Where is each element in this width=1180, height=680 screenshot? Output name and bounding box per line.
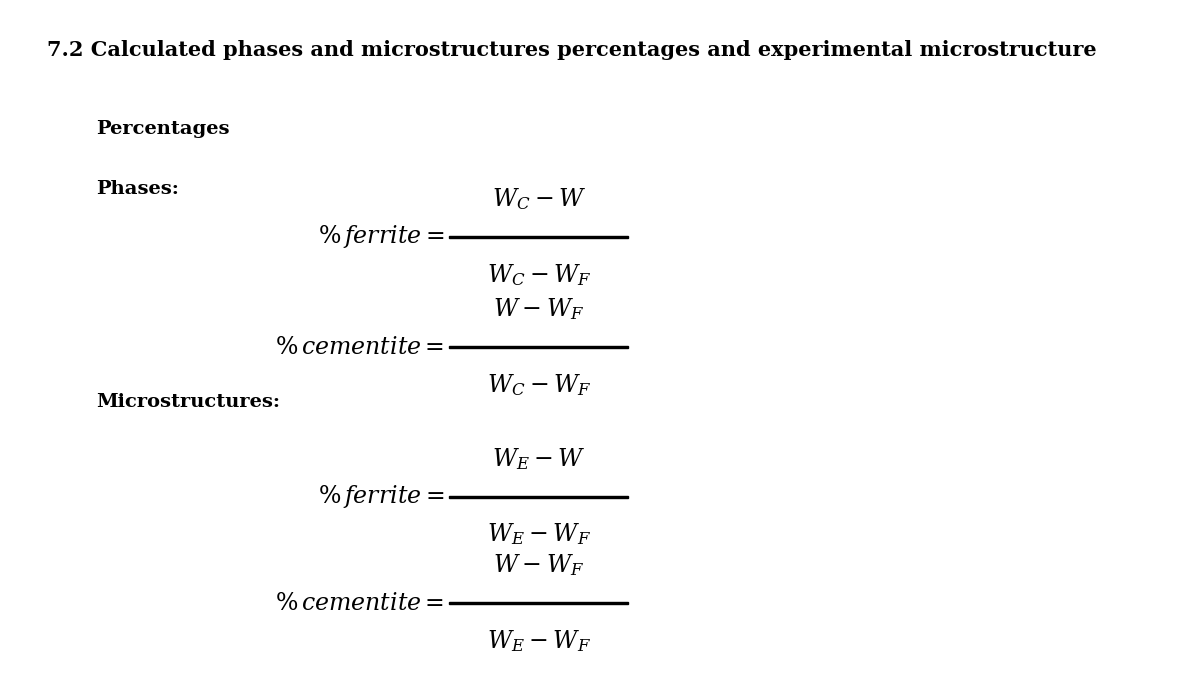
Text: 7.2 Calculated phases and microstructures percentages and experimental microstru: 7.2 Calculated phases and microstructure… bbox=[47, 40, 1096, 61]
Text: Phases:: Phases: bbox=[97, 180, 179, 198]
Text: Percentages: Percentages bbox=[97, 120, 230, 138]
Text: $W_E - W$: $W_E - W$ bbox=[492, 445, 585, 471]
Text: $W_C - W_F$: $W_C - W_F$ bbox=[486, 262, 591, 288]
Text: $W - W_F$: $W - W_F$ bbox=[493, 296, 584, 322]
FancyArrow shape bbox=[450, 345, 629, 347]
Text: $W_E - W_F$: $W_E - W_F$ bbox=[487, 522, 591, 547]
FancyArrow shape bbox=[450, 496, 629, 498]
FancyArrow shape bbox=[450, 236, 629, 238]
FancyArrow shape bbox=[450, 602, 629, 604]
Text: $\%\,\mathit{ferrite} =$: $\%\,\mathit{ferrite} =$ bbox=[319, 223, 445, 250]
Text: $W_C - W_F$: $W_C - W_F$ bbox=[486, 372, 591, 398]
Text: $W_C - W$: $W_C - W$ bbox=[492, 186, 586, 211]
Text: $\%\,\mathit{ferrite} =$: $\%\,\mathit{ferrite} =$ bbox=[319, 483, 445, 510]
Text: $W - W_F$: $W - W_F$ bbox=[493, 552, 584, 578]
Text: Microstructures:: Microstructures: bbox=[97, 393, 281, 411]
Text: $\%\,\mathit{cementite} =$: $\%\,\mathit{cementite} =$ bbox=[275, 335, 445, 358]
Text: $\%\,\mathit{cementite} =$: $\%\,\mathit{cementite} =$ bbox=[275, 591, 445, 615]
Text: $W_E - W_F$: $W_E - W_F$ bbox=[487, 628, 591, 654]
